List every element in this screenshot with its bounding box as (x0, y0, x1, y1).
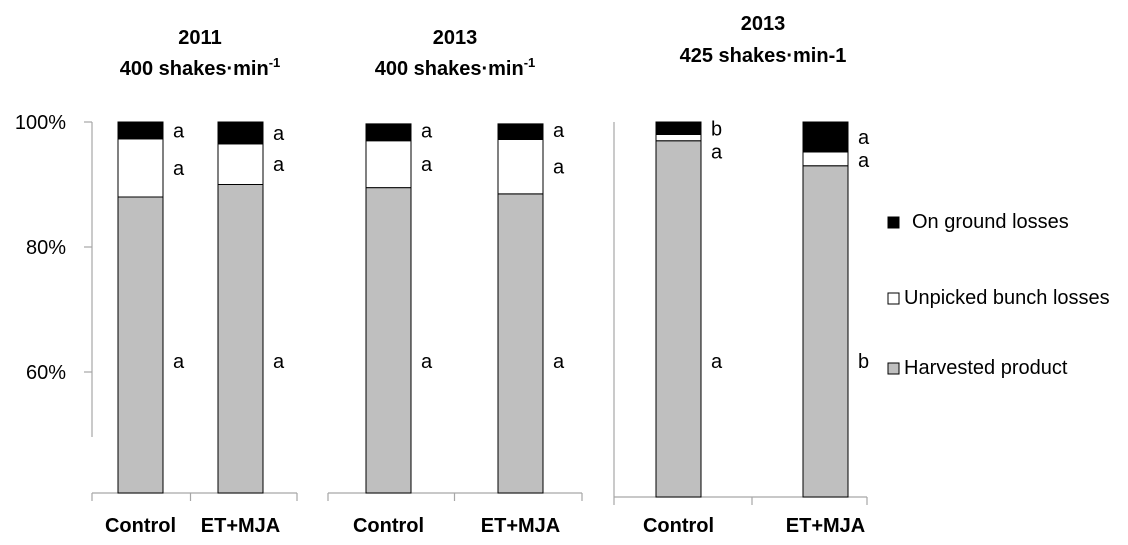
panel-title-year-0: 2011 (178, 27, 221, 49)
significance-letter-unpicked-0-1: a (273, 154, 285, 176)
bar-segment-on_ground-1-1 (497, 123, 544, 140)
bar-segment-unpicked-2-1 (802, 151, 849, 167)
bar-segment-unpicked-0-0 (117, 138, 164, 198)
significance-letter-on_ground-0-0: a (173, 120, 185, 142)
bar-segment-unpicked-0-1 (217, 143, 264, 185)
bar-segment-harvested-0-1 (217, 184, 264, 494)
significance-letter-on_ground-1-0: a (421, 120, 433, 142)
bar-segment-on_ground-2-0 (655, 121, 702, 135)
panel-title-rate-2: 425 shakes·min-1 (680, 45, 847, 67)
panel-title-rate-0: 400 shakes·min-1 (120, 55, 281, 80)
y-tick-label-0: 60% (26, 362, 66, 384)
significance-letter-harvested-1-0: a (421, 351, 433, 373)
significance-letter-harvested-2-0: a (711, 351, 723, 373)
legend-swatch-harvested (887, 362, 900, 375)
category-label-2-0: Control (643, 515, 714, 537)
panel-title-rate-1: 400 shakes·min-1 (375, 55, 536, 80)
significance-letter-unpicked-0-0: a (173, 158, 185, 180)
bar-segment-harvested-0-0 (117, 196, 164, 494)
significance-letter-on_ground-1-1: a (553, 120, 565, 142)
bar-segment-harvested-2-0 (655, 140, 702, 498)
category-label-1-0: Control (353, 515, 424, 537)
legend-swatch-on_ground (887, 216, 900, 229)
significance-letter-harvested-0-1: a (273, 351, 285, 373)
bar-segment-harvested-1-1 (497, 193, 544, 494)
bar-segment-harvested-2-1 (802, 165, 849, 498)
y-tick-label-2: 100% (15, 112, 66, 134)
axes-layer (84, 121, 868, 505)
bar-segment-on_ground-0-1 (217, 121, 264, 145)
significance-letter-harvested-0-0: a (173, 351, 185, 373)
panel-title-year-2: 2013 (741, 13, 786, 35)
legend-label-unpicked: Unpicked bunch losses (904, 287, 1110, 309)
legend-label-harvested: Harvested product (904, 357, 1068, 379)
bar-segment-on_ground-0-0 (117, 121, 164, 140)
bar-segment-harvested-1-0 (365, 187, 412, 494)
category-label-2-1: ET+MJA (786, 515, 865, 537)
bar-segment-unpicked-2-0 (655, 134, 702, 142)
bar-segment-on_ground-2-1 (802, 121, 849, 153)
bar-segment-on_ground-1-0 (365, 123, 412, 142)
significance-letter-on_ground-2-0: b (711, 118, 722, 140)
significance-letter-unpicked-2-0: a (711, 141, 723, 163)
y-tick-label-1: 80% (26, 237, 66, 259)
legend-label-on_ground: On ground losses (912, 211, 1069, 233)
legend: On ground losses Unpicked bunch losses Har… (887, 211, 1110, 379)
significance-letter-harvested-2-1: b (858, 351, 869, 373)
significance-letter-unpicked-1-1: a (553, 157, 565, 179)
category-label-0-1: ET+MJA (201, 515, 280, 537)
bar-segment-unpicked-1-0 (365, 140, 412, 189)
category-label-1-1: ET+MJA (481, 515, 560, 537)
bar-segment-unpicked-1-1 (497, 139, 544, 195)
significance-letter-unpicked-1-0: a (421, 154, 433, 176)
panel-title-year-1: 2013 (433, 27, 478, 49)
bars-layer (117, 121, 849, 498)
significance-letter-on_ground-2-1: a (858, 127, 870, 149)
significance-letter-on_ground-0-1: a (273, 123, 285, 145)
category-label-0-0: Control (105, 515, 176, 537)
legend-swatch-unpicked (887, 292, 900, 305)
significance-letter-unpicked-2-1: a (858, 150, 870, 172)
significance-letter-harvested-1-1: a (553, 351, 565, 373)
